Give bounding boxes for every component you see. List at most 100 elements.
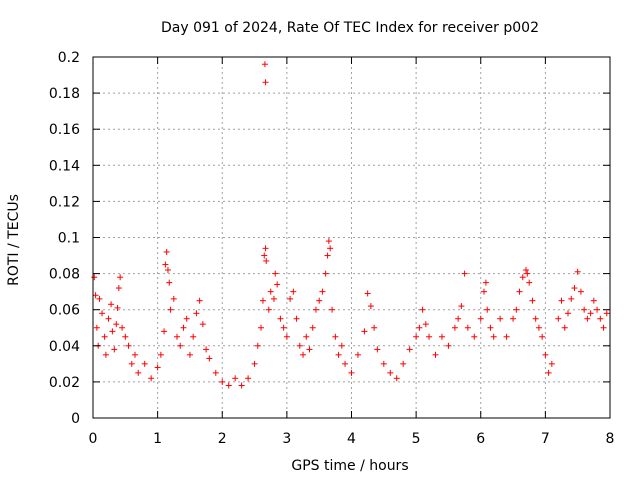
data-point xyxy=(219,378,226,385)
data-point xyxy=(568,295,575,302)
data-point xyxy=(364,290,371,297)
y-tick-label: 0.1 xyxy=(58,231,80,247)
data-point xyxy=(594,306,601,313)
x-axis-label: GPS time / hours xyxy=(291,458,408,474)
data-point xyxy=(529,297,536,304)
data-point xyxy=(581,306,588,313)
data-point xyxy=(438,333,445,340)
data-point xyxy=(393,375,400,382)
data-point xyxy=(102,351,109,358)
data-point xyxy=(190,333,197,340)
data-point xyxy=(535,324,542,331)
grid-layer xyxy=(93,57,610,418)
data-point xyxy=(245,375,252,382)
x-tick-label: 8 xyxy=(606,431,615,447)
data-point xyxy=(186,351,193,358)
data-points-layer xyxy=(91,61,610,389)
data-point xyxy=(316,297,323,304)
data-point xyxy=(327,245,334,252)
data-point xyxy=(114,304,121,311)
data-point xyxy=(122,333,129,340)
data-point xyxy=(309,324,316,331)
data-point xyxy=(516,288,523,295)
data-point xyxy=(180,324,187,331)
data-point xyxy=(262,245,269,252)
data-point xyxy=(212,369,219,376)
data-point xyxy=(464,324,471,331)
data-point xyxy=(263,257,270,264)
data-point xyxy=(497,315,504,322)
data-point xyxy=(577,288,584,295)
data-point xyxy=(324,252,331,259)
y-tick-label: 0.02 xyxy=(49,375,80,391)
data-point xyxy=(422,321,429,328)
data-point xyxy=(348,369,355,376)
data-point xyxy=(574,268,581,275)
data-point xyxy=(335,351,342,358)
data-point xyxy=(539,333,546,340)
x-tick-label: 6 xyxy=(476,431,485,447)
data-point xyxy=(277,315,284,322)
data-point xyxy=(174,333,181,340)
data-point xyxy=(274,281,281,288)
data-point xyxy=(416,324,423,331)
data-point xyxy=(432,351,439,358)
data-point xyxy=(406,346,413,353)
data-point xyxy=(163,248,170,255)
x-tick-label: 3 xyxy=(282,431,291,447)
data-point xyxy=(115,285,122,292)
data-point xyxy=(387,369,394,376)
y-tick-labels: 0 0.02 0.04 0.06 0.08 0.1 0.12 0.14 0.16 0.18 0.2 xyxy=(49,50,80,427)
data-point xyxy=(259,297,266,304)
data-point xyxy=(254,342,261,349)
data-point xyxy=(272,270,279,277)
x-tick-label: 0 xyxy=(89,431,98,447)
data-point xyxy=(154,364,161,371)
x-tick-label: 7 xyxy=(541,431,550,447)
data-point xyxy=(510,315,517,322)
data-point xyxy=(300,351,307,358)
y-tick-label: 0.08 xyxy=(49,267,80,283)
data-point xyxy=(445,342,452,349)
data-point xyxy=(532,315,539,322)
data-point xyxy=(487,324,494,331)
data-point xyxy=(258,324,265,331)
data-point xyxy=(117,274,124,281)
data-point xyxy=(342,360,349,367)
data-point xyxy=(597,315,604,322)
data-point xyxy=(203,346,210,353)
data-point xyxy=(329,306,336,313)
x-tick-label: 4 xyxy=(347,431,356,447)
data-point xyxy=(524,270,531,277)
data-point xyxy=(522,266,529,273)
data-point xyxy=(519,274,526,281)
data-point xyxy=(558,297,565,304)
y-tick-label: 0.04 xyxy=(49,339,80,355)
data-point xyxy=(490,333,497,340)
data-point xyxy=(280,324,287,331)
data-point xyxy=(162,261,169,268)
x-tick-labels: 0 1 2 3 4 5 6 7 8 xyxy=(89,431,615,447)
data-point xyxy=(261,252,268,259)
data-point xyxy=(471,333,478,340)
data-point xyxy=(400,360,407,367)
data-point xyxy=(166,279,173,286)
data-point xyxy=(287,295,294,302)
data-point xyxy=(148,375,155,382)
data-point xyxy=(419,306,426,313)
x-tick-label: 1 xyxy=(153,431,162,447)
data-point xyxy=(267,288,274,295)
data-point xyxy=(196,297,203,304)
data-point xyxy=(92,292,99,299)
y-tick-label: 0.16 xyxy=(49,122,80,138)
tick-layer xyxy=(92,56,611,419)
data-point xyxy=(338,342,345,349)
data-point xyxy=(590,297,597,304)
data-point xyxy=(354,351,361,358)
data-point xyxy=(128,360,135,367)
data-point xyxy=(484,306,491,313)
data-point xyxy=(503,333,510,340)
data-point xyxy=(296,342,303,349)
